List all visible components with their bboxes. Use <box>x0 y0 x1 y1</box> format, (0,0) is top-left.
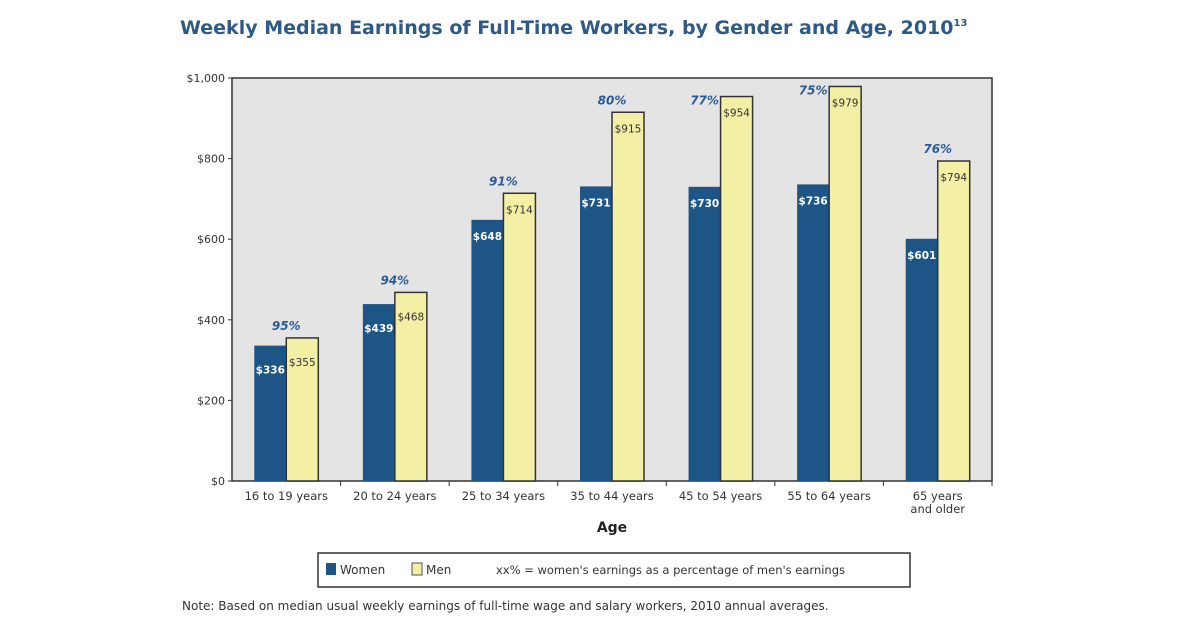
percent-label: 91% <box>489 174 518 188</box>
y-tick-label: $0 <box>211 475 225 488</box>
bar-women <box>362 304 395 481</box>
bar-women <box>797 184 830 481</box>
bar-label-women: $731 <box>581 197 610 209</box>
x-tick-label: 20 to 24 years <box>353 489 436 503</box>
bar-label-men: $714 <box>506 204 533 216</box>
y-tick-label: $400 <box>197 314 225 327</box>
percent-label: 95% <box>272 319 301 333</box>
bar-men <box>611 111 645 482</box>
x-tick-label: 35 to 44 years <box>570 489 653 503</box>
bar-label-women: $736 <box>799 195 828 207</box>
legend-note: xx% = women's earnings as a percentage o… <box>496 563 845 577</box>
bar-men <box>719 95 754 482</box>
legend: Women Men xx% = women's earnings as a pe… <box>317 552 911 588</box>
bar-label-men: $468 <box>397 311 424 323</box>
bar-men <box>285 337 320 482</box>
legend-label-women: Women <box>340 563 385 577</box>
y-tick-label: $200 <box>197 394 225 407</box>
bar-label-men: $355 <box>289 357 316 369</box>
legend-swatch-women <box>326 563 336 575</box>
bar-women <box>688 186 721 481</box>
bar-label-women: $601 <box>907 250 936 262</box>
bar-men <box>502 192 537 482</box>
y-tick-label: $1,000 <box>187 72 226 85</box>
x-tick-label: and older <box>910 502 965 516</box>
y-tick-label: $600 <box>197 233 225 246</box>
x-tick-label: 25 to 34 years <box>462 489 545 503</box>
x-axis-label: Age <box>597 520 627 536</box>
x-tick-label: 16 to 19 years <box>245 489 328 503</box>
legend-swatch-men <box>411 562 423 576</box>
percent-label: 76% <box>923 142 952 156</box>
bar-men <box>828 85 862 482</box>
bar-label-women: $648 <box>473 231 502 243</box>
bar-men <box>394 291 428 482</box>
bar-women <box>905 238 938 481</box>
x-tick-label: 65 years <box>913 489 963 503</box>
legend-label-men: Men <box>426 563 451 577</box>
bar-label-women: $336 <box>256 365 285 377</box>
bar-label-women: $730 <box>690 198 719 210</box>
bar-women <box>580 186 612 482</box>
x-tick-label: 55 to 64 years <box>787 489 870 503</box>
bar-women <box>471 219 504 481</box>
x-tick-label: 45 to 54 years <box>679 489 762 503</box>
bar-label-men: $979 <box>832 97 859 109</box>
bar-label-men: $915 <box>615 123 642 135</box>
y-tick-label: $800 <box>197 153 225 166</box>
bar-label-men: $954 <box>723 108 750 120</box>
percent-label: 77% <box>690 94 719 108</box>
chart-title: Weekly Median Earnings of Full-Time Work… <box>180 17 967 39</box>
bar-women <box>254 345 287 481</box>
percent-label: 75% <box>799 83 828 97</box>
bar-label-women: $439 <box>364 323 393 335</box>
bar-men <box>936 160 971 482</box>
percent-label: 94% <box>380 273 409 287</box>
bar-label-men: $794 <box>940 172 967 184</box>
percent-label: 80% <box>598 93 627 107</box>
footnote: Note: Based on median usual weekly earni… <box>182 599 829 613</box>
